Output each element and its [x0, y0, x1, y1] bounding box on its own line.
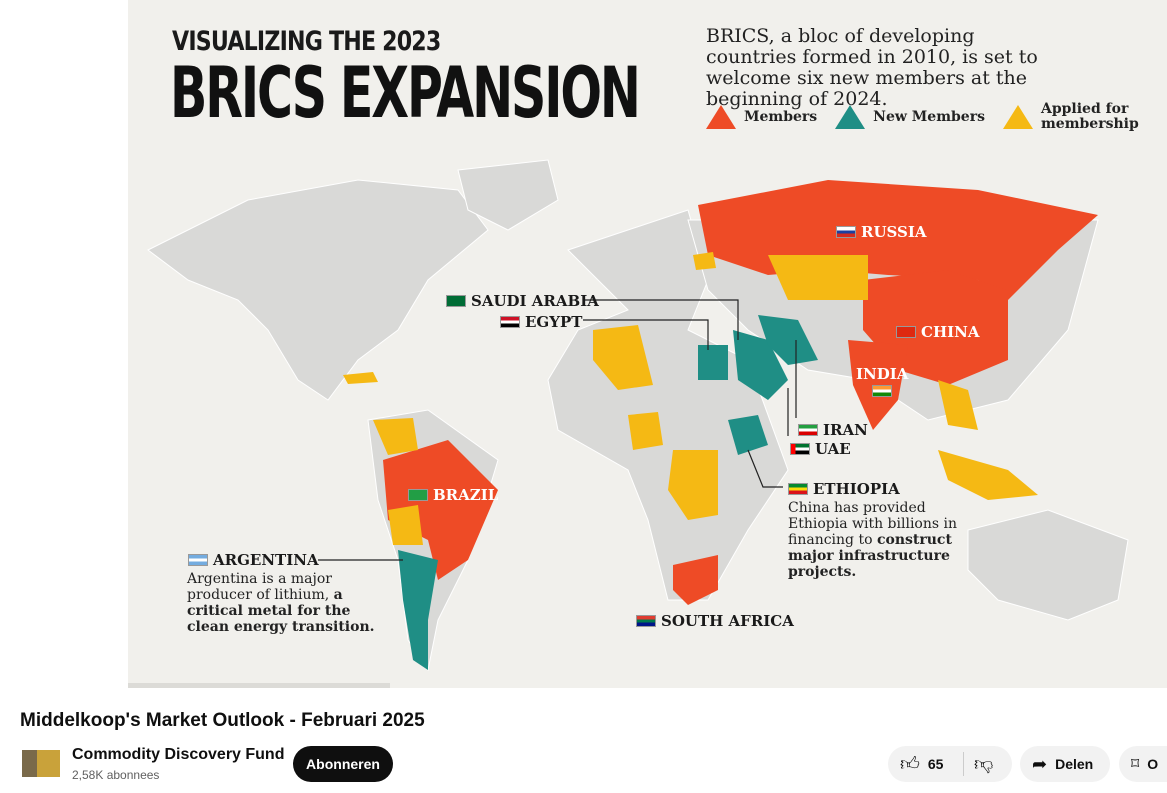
bookmark-icon: ⌑: [1131, 756, 1140, 773]
label-saudi-arabia: SAUDI ARABIA: [446, 292, 599, 310]
video-player[interactable]: VISUALIZING THE 2023 BRICS EXPANSION BRI…: [128, 0, 1167, 688]
legend: Members New Members Applied for membersh…: [706, 102, 1146, 132]
label-ethiopia: ETHIOPIA: [788, 480, 900, 498]
russia-flag-icon: [836, 226, 856, 238]
nigeria-shape: [628, 412, 663, 450]
brazil-shape: [383, 440, 498, 580]
label-brazil: BRAZIL: [408, 486, 498, 504]
legend-label: Applied for membership: [1040, 101, 1139, 132]
ethiopia-shape: [728, 415, 768, 455]
channel-name[interactable]: Commodity Discovery Fund: [72, 746, 285, 763]
saudi-flag-icon: [446, 295, 466, 307]
bolivia-shape: [388, 505, 423, 545]
iran-shape: [758, 315, 818, 365]
label-india: INDIA: [856, 365, 908, 397]
egypt-flag-icon: [500, 316, 520, 328]
legend-label: New Members: [873, 108, 985, 125]
uae-flag-icon: [790, 443, 810, 455]
label-iran: IRAN: [798, 421, 868, 439]
thumbs-down-icon: 👎︎: [974, 753, 994, 775]
leader-ethiopia: [747, 449, 783, 488]
dislike-button[interactable]: 👎︎: [964, 753, 993, 776]
thumbs-up-icon: 👍︎: [900, 753, 920, 775]
label-uae: UAE: [790, 440, 851, 458]
channel-avatar[interactable]: [22, 750, 60, 777]
argentina-shape: [398, 550, 438, 670]
cuba-shape: [343, 372, 378, 384]
greenland: [457, 159, 559, 231]
world-map: [147, 159, 1129, 672]
label-argentina: ARGENTINA: [188, 551, 319, 569]
south-africa-flag-icon: [636, 615, 656, 627]
leader-saudi: [583, 299, 739, 340]
legend-label: Members: [744, 108, 818, 125]
argentina-note: Argentina is a major producer of lithium…: [187, 571, 375, 635]
drc-shape: [668, 450, 718, 520]
south-africa-shape: [673, 555, 718, 605]
kazakhstan-shape: [768, 255, 868, 300]
australia: [967, 509, 1129, 621]
label-south-africa: SOUTH AFRICA: [636, 612, 794, 630]
china-flag-icon: [896, 326, 916, 338]
argentina-flag-icon: [188, 554, 208, 566]
new-members-triangle-icon: [835, 105, 866, 129]
subscriber-count: 2,58K abonnees: [72, 768, 160, 782]
egypt-shape: [698, 345, 728, 380]
europe-africa: [547, 209, 789, 601]
india-flag-icon: [872, 385, 893, 397]
save-button[interactable]: ⌑ O: [1119, 746, 1167, 782]
saudi-arabia-shape: [733, 330, 788, 400]
like-dislike-group: 👍︎ 65 👎︎: [888, 746, 1012, 782]
leader-egypt: [583, 319, 709, 350]
venezuela-shape: [373, 418, 418, 455]
north-america: [147, 179, 489, 401]
label-china: CHINA: [896, 323, 979, 341]
like-button[interactable]: 👍︎ 65: [888, 752, 964, 776]
southeast-asia-shape: [938, 380, 978, 430]
members-triangle-icon: [706, 105, 736, 129]
heading-line2: BRICS EXPANSION: [170, 52, 641, 134]
ethiopia-note: China has provided Ethiopia with billion…: [788, 500, 958, 580]
brazil-flag-icon: [408, 489, 428, 501]
heading-line1: VISUALIZING THE 2023: [172, 26, 441, 57]
ethiopia-flag-icon: [788, 483, 808, 495]
intro-text: BRICS, a bloc of developing countries fo…: [706, 25, 1038, 110]
video-title: Middelkoop's Market Outlook - Februari 2…: [20, 710, 425, 731]
iran-flag-icon: [798, 424, 818, 436]
subscribe-button[interactable]: Abonneren: [293, 746, 393, 782]
label-russia: RUSSIA: [836, 223, 927, 241]
share-button[interactable]: ➦ Delen: [1020, 746, 1110, 782]
indonesia-shape: [938, 450, 1038, 500]
algeria-shape: [593, 325, 653, 390]
belarus-shape: [693, 252, 716, 270]
label-egypt: EGYPT: [500, 313, 582, 331]
share-icon: ➦: [1032, 753, 1048, 774]
applied-triangle-icon: [1002, 105, 1033, 129]
progress-bar[interactable]: [128, 683, 390, 688]
